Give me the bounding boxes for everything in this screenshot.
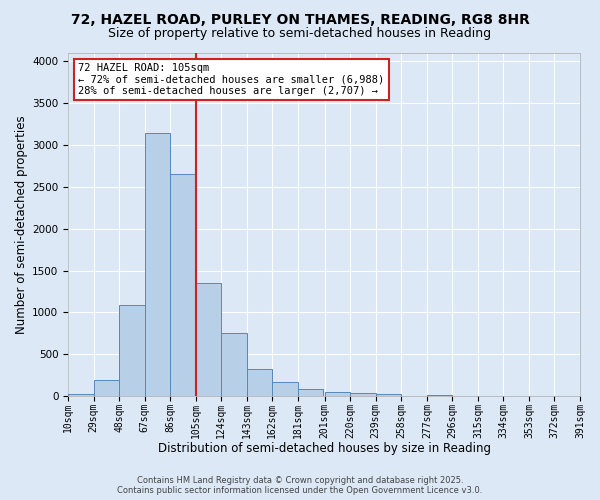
X-axis label: Distribution of semi-detached houses by size in Reading: Distribution of semi-detached houses by … xyxy=(158,442,491,455)
Text: Contains HM Land Registry data © Crown copyright and database right 2025.
Contai: Contains HM Land Registry data © Crown c… xyxy=(118,476,482,495)
Bar xyxy=(94,380,119,396)
Bar xyxy=(221,334,247,396)
Y-axis label: Number of semi-detached properties: Number of semi-detached properties xyxy=(15,115,28,334)
Text: 72, HAZEL ROAD, PURLEY ON THAMES, READING, RG8 8HR: 72, HAZEL ROAD, PURLEY ON THAMES, READIN… xyxy=(71,12,529,26)
Bar xyxy=(145,133,170,396)
Bar xyxy=(170,174,196,396)
Bar xyxy=(325,392,350,396)
Text: Size of property relative to semi-detached houses in Reading: Size of property relative to semi-detach… xyxy=(109,28,491,40)
Bar xyxy=(376,394,401,396)
Bar xyxy=(350,393,376,396)
Bar xyxy=(247,369,272,396)
Bar xyxy=(196,283,221,397)
Bar xyxy=(272,382,298,396)
Bar xyxy=(298,389,323,396)
Bar xyxy=(119,305,145,396)
Text: 72 HAZEL ROAD: 105sqm
← 72% of semi-detached houses are smaller (6,988)
28% of s: 72 HAZEL ROAD: 105sqm ← 72% of semi-deta… xyxy=(79,63,385,96)
Bar xyxy=(68,394,94,396)
Bar xyxy=(427,394,452,396)
